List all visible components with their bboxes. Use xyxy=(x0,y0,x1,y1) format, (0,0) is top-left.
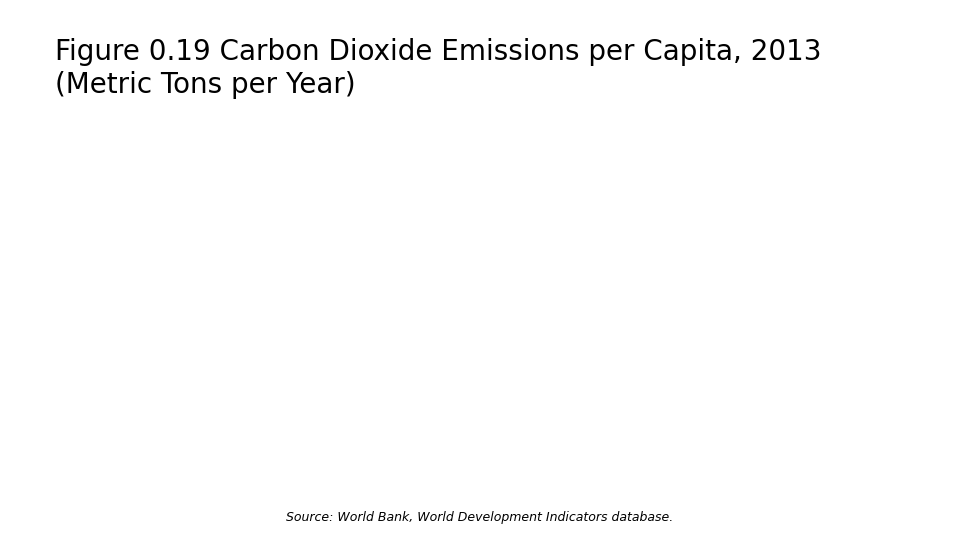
Text: Source: World Bank, World Development Indicators database.: Source: World Bank, World Development In… xyxy=(286,511,674,524)
Text: Figure 0.19 Carbon Dioxide Emissions per Capita, 2013
(Metric Tons per Year): Figure 0.19 Carbon Dioxide Emissions per… xyxy=(55,38,821,99)
